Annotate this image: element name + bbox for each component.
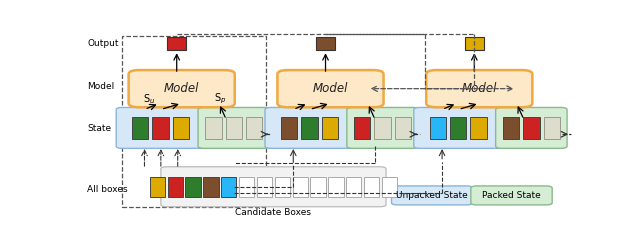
- Bar: [132, 117, 148, 139]
- Bar: [281, 117, 297, 139]
- FancyBboxPatch shape: [198, 107, 269, 148]
- Bar: [470, 117, 487, 139]
- FancyBboxPatch shape: [347, 107, 419, 148]
- Text: Packed State: Packed State: [482, 191, 541, 200]
- Bar: [354, 117, 371, 139]
- Bar: [150, 177, 165, 197]
- FancyBboxPatch shape: [277, 70, 383, 107]
- Bar: [321, 117, 338, 139]
- Bar: [292, 177, 308, 197]
- FancyBboxPatch shape: [116, 107, 205, 148]
- Text: S$_u$: S$_u$: [143, 92, 156, 106]
- FancyBboxPatch shape: [414, 107, 502, 148]
- Bar: [450, 117, 467, 139]
- Bar: [168, 177, 183, 197]
- Bar: [246, 117, 262, 139]
- Text: Model: Model: [461, 82, 497, 95]
- Bar: [316, 37, 335, 50]
- Bar: [364, 177, 380, 197]
- Text: Unpacked State: Unpacked State: [396, 191, 468, 200]
- FancyBboxPatch shape: [161, 167, 386, 207]
- FancyBboxPatch shape: [426, 70, 532, 107]
- Text: All boxes: All boxes: [88, 185, 128, 194]
- Bar: [374, 117, 391, 139]
- Text: State: State: [88, 124, 111, 133]
- Text: Output: Output: [88, 39, 119, 48]
- Bar: [543, 117, 560, 139]
- Bar: [429, 117, 446, 139]
- Bar: [204, 177, 219, 197]
- Bar: [173, 117, 189, 139]
- Bar: [239, 177, 254, 197]
- Bar: [301, 117, 317, 139]
- FancyBboxPatch shape: [471, 186, 552, 205]
- Bar: [257, 177, 272, 197]
- Bar: [523, 117, 540, 139]
- Text: S$_p$: S$_p$: [214, 91, 226, 106]
- FancyBboxPatch shape: [129, 70, 235, 107]
- Text: Model: Model: [164, 82, 200, 95]
- FancyBboxPatch shape: [495, 107, 567, 148]
- Bar: [382, 177, 397, 197]
- Text: Model: Model: [313, 82, 348, 95]
- Bar: [186, 177, 201, 197]
- Bar: [503, 117, 519, 139]
- Text: Candidate Boxes: Candidate Boxes: [236, 208, 312, 217]
- Bar: [221, 177, 237, 197]
- Bar: [328, 177, 344, 197]
- Bar: [205, 117, 221, 139]
- Text: Model: Model: [88, 82, 115, 91]
- Bar: [310, 177, 326, 197]
- FancyBboxPatch shape: [392, 186, 473, 205]
- Bar: [225, 117, 242, 139]
- Bar: [346, 177, 362, 197]
- Bar: [465, 37, 484, 50]
- FancyBboxPatch shape: [265, 107, 354, 148]
- Bar: [122, 36, 266, 207]
- Bar: [167, 37, 186, 50]
- Bar: [152, 117, 169, 139]
- Bar: [395, 117, 411, 139]
- Bar: [275, 177, 290, 197]
